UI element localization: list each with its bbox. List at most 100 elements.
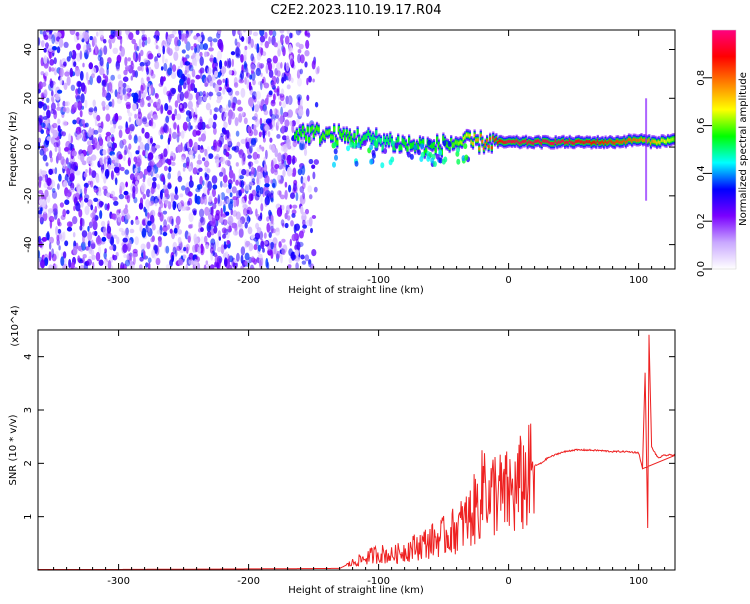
noise-cell — [103, 45, 108, 55]
noise-cell — [66, 209, 70, 215]
ridge-cell — [634, 138, 637, 142]
noise-cell — [197, 246, 202, 254]
noise-cell — [117, 115, 122, 121]
ridge-blob — [456, 158, 461, 165]
noise-cell — [118, 129, 123, 139]
noise-cell — [198, 91, 203, 97]
ridge-cell — [609, 139, 612, 143]
ridge-spike — [645, 98, 648, 201]
noise-cell — [280, 194, 285, 200]
noise-cell — [278, 241, 282, 248]
noise-cell — [142, 150, 146, 157]
noise-cell — [290, 77, 294, 84]
ridge-cell — [574, 140, 578, 144]
noise-cell — [189, 150, 194, 156]
noise-cell — [91, 67, 97, 76]
ridge-cell — [432, 143, 436, 147]
noise-cell — [99, 30, 104, 38]
ridge-blob — [438, 157, 443, 164]
noise-cell — [102, 149, 107, 156]
snr-y-multiplier: (x10^4) — [10, 305, 21, 346]
noise-cell — [302, 182, 306, 190]
ridge-cell — [305, 136, 308, 140]
ridge-cell — [656, 141, 659, 145]
noise-cell — [291, 233, 297, 242]
noise-cell — [45, 232, 50, 241]
noise-cell — [240, 246, 246, 256]
noise-cell — [243, 49, 248, 58]
noise-cell — [108, 101, 113, 107]
ridge-blob — [441, 158, 446, 165]
noise-cell — [120, 46, 125, 57]
noise-cell — [148, 111, 152, 118]
ridge-blob — [419, 156, 424, 162]
noise-cell — [75, 170, 81, 176]
noise-cell — [43, 47, 47, 53]
ridge-blob — [430, 157, 435, 164]
noise-cell — [134, 167, 138, 173]
ridge-cell — [560, 139, 564, 143]
noise-cell — [94, 44, 98, 54]
noise-cell — [77, 87, 81, 95]
noise-cell — [276, 85, 280, 93]
noise-cell — [314, 101, 319, 108]
noise-cell — [276, 70, 281, 77]
noise-cell — [49, 150, 53, 159]
noise-cell — [109, 120, 113, 125]
noise-cell — [115, 60, 120, 70]
ridge-cell — [386, 137, 389, 141]
noise-cell — [54, 146, 58, 153]
ridge-cell — [607, 140, 610, 144]
noise-cell — [96, 114, 101, 122]
noise-cell — [296, 94, 302, 101]
noise-cell — [291, 213, 296, 218]
y-tick-label: -40 — [23, 236, 34, 252]
ridge-cell — [652, 139, 656, 143]
noise-cell — [213, 225, 218, 234]
noise-cell — [155, 35, 160, 41]
noise-cell — [151, 223, 156, 231]
noise-cell — [143, 168, 148, 176]
noise-cell — [147, 36, 151, 45]
noise-cell — [257, 81, 263, 86]
noise-cell — [308, 75, 312, 83]
noise-cell — [125, 181, 128, 188]
noise-cell — [167, 183, 172, 190]
noise-cell — [62, 100, 66, 107]
noise-cell — [235, 90, 240, 96]
noise-cell — [207, 180, 213, 191]
ridge-cell — [425, 148, 428, 152]
noise-cell — [86, 258, 93, 266]
noise-cell — [84, 32, 89, 42]
noise-cell — [104, 164, 107, 170]
noise-cell — [310, 227, 313, 234]
ridge-cell — [629, 138, 632, 142]
noise-cell — [276, 76, 280, 84]
noise-cell — [76, 80, 82, 88]
noise-cell — [204, 166, 209, 172]
noise-cell — [122, 76, 129, 82]
noise-cell — [45, 162, 49, 167]
noise-cell — [202, 157, 206, 162]
noise-cell — [233, 200, 237, 208]
ridge-blob — [447, 141, 452, 147]
ridge-cell — [328, 130, 331, 134]
noise-cell — [235, 179, 240, 186]
noise-cell — [60, 256, 65, 267]
noise-cell — [156, 99, 162, 109]
noise-cell — [159, 201, 164, 209]
noise-cell — [99, 156, 104, 166]
noise-cell — [245, 36, 249, 44]
colorbar-frame — [711, 29, 737, 270]
ridge-cell — [450, 139, 453, 143]
noise-cell — [77, 185, 83, 194]
noise-cell — [290, 192, 295, 199]
noise-cell — [295, 192, 299, 202]
ridge-cell — [370, 138, 373, 142]
ridge-cell — [578, 139, 581, 143]
noise-cell — [155, 173, 160, 178]
noise-cell — [200, 133, 206, 142]
noise-cell — [151, 201, 154, 206]
noise-cell — [212, 142, 217, 152]
noise-cell — [139, 141, 144, 150]
